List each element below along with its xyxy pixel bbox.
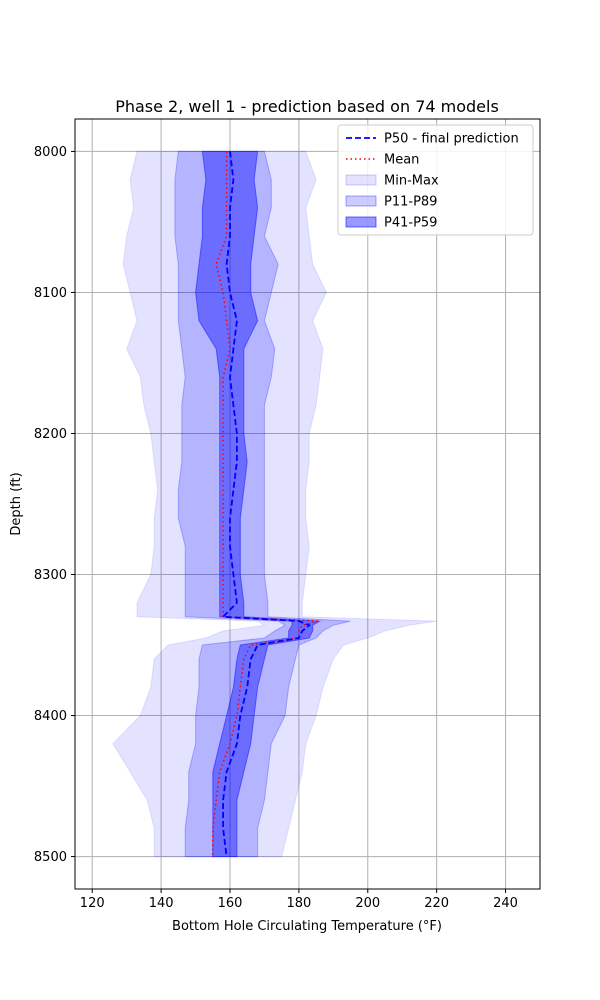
series-p50 xyxy=(221,151,311,857)
y-tick-label: 8300 xyxy=(34,568,67,583)
x-tick-label: 120 xyxy=(80,896,105,911)
legend-label-p50: P50 - final prediction xyxy=(384,132,519,147)
y-axis-label: Depth (ft) xyxy=(9,472,24,535)
legend-label-p41p59: P41-P59 xyxy=(384,216,437,231)
bands xyxy=(112,150,437,858)
ticks: 120 140 160 180 200 220 240 8000 8100 8200 8300 840… xyxy=(34,145,518,911)
band-p41p59 xyxy=(195,150,322,858)
x-axis-label: Bottom Hole Circulating Temperature (°F) xyxy=(172,919,442,934)
legend-swatch-p11p89 xyxy=(345,195,377,207)
legend-swatch-minmax xyxy=(345,174,377,186)
grid xyxy=(75,119,540,889)
x-tick-label: 140 xyxy=(149,896,174,911)
plot-frame xyxy=(74,118,541,890)
lines xyxy=(212,151,320,857)
legend: P50 - final prediction Mean Min-Max P11-P89… xyxy=(337,124,534,236)
band-minmax xyxy=(112,150,437,858)
x-tick-label: 160 xyxy=(218,896,243,911)
x-tick-label: 220 xyxy=(424,896,449,911)
y-tick-label: 8100 xyxy=(34,286,67,301)
band-p11p89 xyxy=(174,150,351,858)
y-tick-label: 8000 xyxy=(34,145,67,160)
legend-label-minmax: Min-Max xyxy=(384,174,439,189)
x-tick-label: 200 xyxy=(355,896,380,911)
legend-swatch-p41p59 xyxy=(345,216,377,228)
legend-label-mean: Mean xyxy=(384,153,419,168)
y-tick-label: 8500 xyxy=(34,850,67,865)
y-tick-label: 8200 xyxy=(34,427,67,442)
legend-label-p11p89: P11-P89 xyxy=(384,195,437,210)
y-tick-label: 8400 xyxy=(34,709,67,724)
chart-title: Phase 2, well 1 - prediction based on 74… xyxy=(115,97,499,116)
legend-box xyxy=(337,124,534,236)
x-tick-label: 180 xyxy=(286,896,311,911)
x-tick-label: 240 xyxy=(493,896,518,911)
